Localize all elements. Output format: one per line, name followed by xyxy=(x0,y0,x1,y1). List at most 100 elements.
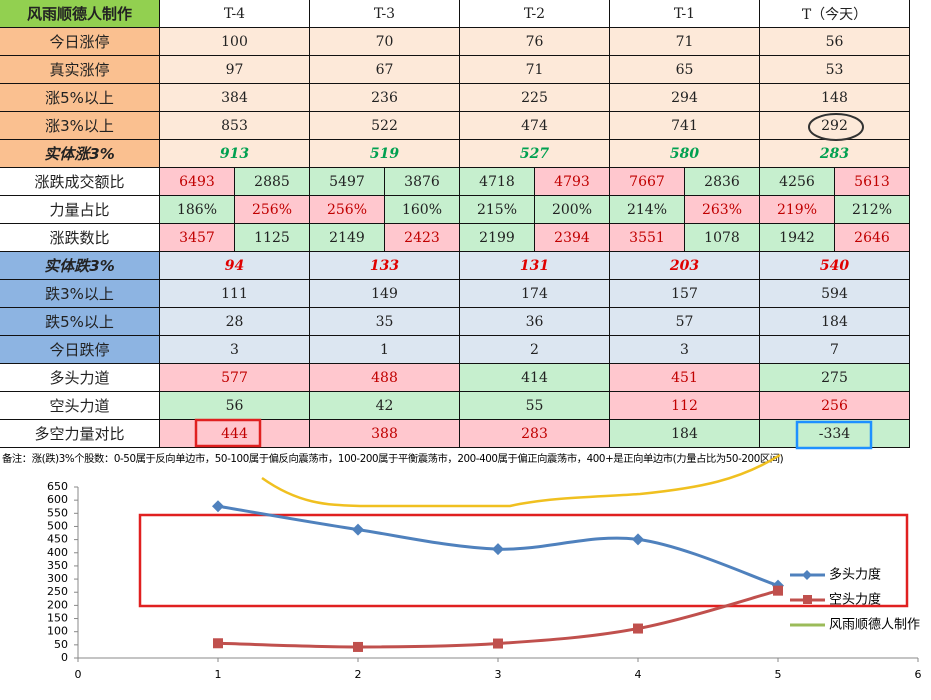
cell: 71 xyxy=(460,56,610,84)
cell: 空头力道 xyxy=(0,392,160,420)
legend-marker xyxy=(802,570,812,580)
cell: 594 xyxy=(760,280,910,308)
cell: 涨3%以上 xyxy=(0,112,160,140)
cell: 174 xyxy=(460,280,610,308)
y-tick-label: 500 xyxy=(47,519,68,532)
highlight-box xyxy=(138,513,909,608)
cell: T-3 xyxy=(310,0,460,28)
x-tick-label: 6 xyxy=(915,668,922,681)
cell: 4793 xyxy=(535,168,610,196)
cell: 55 xyxy=(460,392,610,420)
cell: 3457 xyxy=(160,224,235,252)
cell: 今日涨停 xyxy=(0,28,160,56)
cell: 2149 xyxy=(310,224,385,252)
y-tick-label: 250 xyxy=(47,585,68,598)
cell: 65 xyxy=(610,56,760,84)
y-tick-label: 200 xyxy=(47,598,68,611)
cell: T-2 xyxy=(460,0,610,28)
cell: 56 xyxy=(160,392,310,420)
y-tick-label: 0 xyxy=(61,651,68,664)
cell: 真实涨停 xyxy=(0,56,160,84)
cell: 1125 xyxy=(235,224,310,252)
cell: 3 xyxy=(160,336,310,364)
cell: 414 xyxy=(460,364,610,392)
cell: 160% xyxy=(385,196,460,224)
y-tick-label: 400 xyxy=(47,546,68,559)
cell: 157 xyxy=(610,280,760,308)
cell: 203 xyxy=(610,252,760,280)
cell: 148 xyxy=(760,84,910,112)
cell: 256% xyxy=(235,196,310,224)
cell: 131 xyxy=(460,252,610,280)
cell: 100 xyxy=(160,28,310,56)
marker xyxy=(353,641,363,652)
cell: 256% xyxy=(310,196,385,224)
cell: 4256 xyxy=(760,168,835,196)
marker xyxy=(352,523,364,536)
legend-marker xyxy=(803,595,812,604)
y-tick-label: 300 xyxy=(47,572,68,585)
cell: 2423 xyxy=(385,224,460,252)
cell: 4718 xyxy=(460,168,535,196)
marker xyxy=(212,500,224,513)
cell: 263% xyxy=(685,196,760,224)
x-tick-label: 5 xyxy=(775,668,782,681)
legend-label: 多头力度 xyxy=(829,567,881,583)
cell: 111 xyxy=(160,280,310,308)
note: 备注：涨(跌)3%个股数：0-50属于反向单边市，50-100属于偏反向震荡市，… xyxy=(2,453,784,465)
cell: 112 xyxy=(610,392,760,420)
cell: 212% xyxy=(835,196,910,224)
legend-label: 空头力度 xyxy=(829,592,881,608)
cell: 225 xyxy=(460,84,610,112)
cell: 多头力道 xyxy=(0,364,160,392)
cell: 5613 xyxy=(835,168,910,196)
cell: 70 xyxy=(310,28,460,56)
marker xyxy=(773,585,783,596)
cell: 283 xyxy=(760,140,910,168)
cell: 2 xyxy=(460,336,610,364)
y-tick-label: 600 xyxy=(47,493,68,506)
chart: 0501001502002503003504004505005506006500… xyxy=(47,480,922,681)
cell: 219% xyxy=(760,196,835,224)
cell: 186% xyxy=(160,196,235,224)
cell: 2885 xyxy=(235,168,310,196)
cell: 580 xyxy=(610,140,760,168)
cell: 3 xyxy=(610,336,760,364)
y-tick-label: 50 xyxy=(54,638,68,651)
cell: T（今天） xyxy=(760,0,910,28)
cell: 522 xyxy=(310,112,460,140)
x-tick-label: 4 xyxy=(635,668,642,681)
cell: 294 xyxy=(610,84,760,112)
cell: 384 xyxy=(160,84,310,112)
cell: 275 xyxy=(760,364,910,392)
cell: 35 xyxy=(310,308,460,336)
marker xyxy=(213,638,223,649)
cell: 519 xyxy=(310,140,460,168)
cell: 2836 xyxy=(685,168,760,196)
cell: 540 xyxy=(760,252,910,280)
cell: 292 xyxy=(760,112,910,140)
cell: 跌3%以上 xyxy=(0,280,160,308)
cell: 2646 xyxy=(835,224,910,252)
marker xyxy=(633,623,643,634)
cell: 283 xyxy=(460,420,610,448)
cell: 97 xyxy=(160,56,310,84)
cell: 今日跌停 xyxy=(0,336,160,364)
cell: 实体涨3% xyxy=(0,140,160,168)
cell: 3876 xyxy=(385,168,460,196)
cell: 149 xyxy=(310,280,460,308)
x-tick-label: 2 xyxy=(355,668,362,681)
cell: 实体跌3% xyxy=(0,252,160,280)
cell: 3551 xyxy=(610,224,685,252)
cell: 力量占比 xyxy=(0,196,160,224)
cell: 1942 xyxy=(760,224,835,252)
cell: 236 xyxy=(310,84,460,112)
legend-label: 风雨顺德人制作 xyxy=(829,618,920,633)
cell: 6493 xyxy=(160,168,235,196)
marker xyxy=(632,533,644,546)
cell: 53 xyxy=(760,56,910,84)
cell: 1 xyxy=(310,336,460,364)
x-tick-label: 1 xyxy=(215,668,222,681)
cell: 214% xyxy=(610,196,685,224)
